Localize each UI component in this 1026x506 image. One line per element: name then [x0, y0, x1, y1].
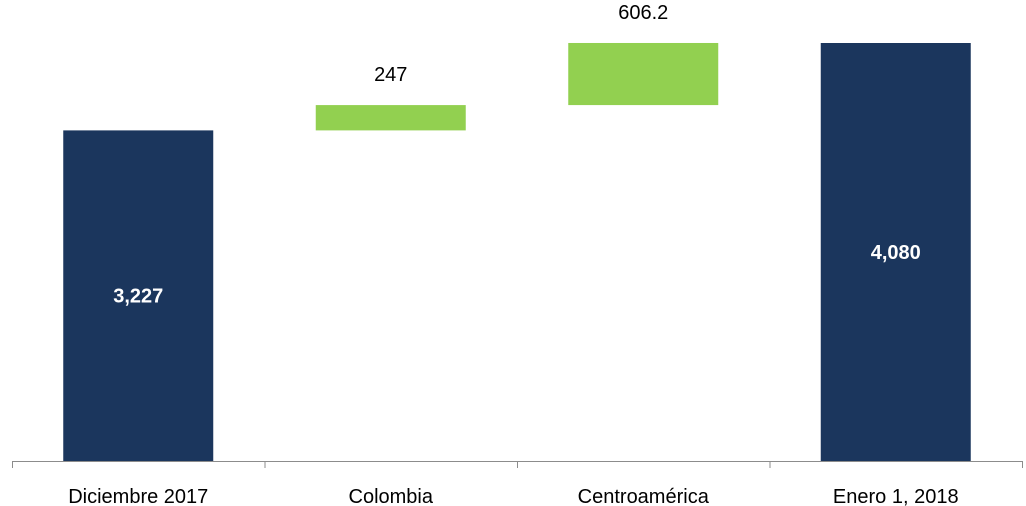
x-tick-label: Colombia — [349, 486, 434, 506]
x-tick-label: Diciembre 2017 — [68, 486, 208, 506]
bar-diciembre-2017 — [63, 130, 214, 461]
value-label: 606.2 — [618, 2, 668, 24]
value-label: 247 — [374, 64, 407, 86]
bar-colombia — [315, 105, 466, 131]
x-tick-label: Centroamérica — [578, 486, 710, 506]
value-label: 4,080 — [871, 242, 921, 264]
bar-centroam-rica — [568, 42, 719, 106]
bar-enero-1-2018 — [820, 43, 971, 461]
value-labels-layer: 3,227 247 606.2 4,080 — [113, 2, 921, 308]
value-label: 3,227 — [113, 286, 163, 308]
x-axis: Diciembre 2017 Colombia Centroamérica Enero… — [12, 461, 1023, 506]
x-tick-label: Enero 1, 2018 — [833, 486, 959, 506]
bars-layer — [63, 42, 971, 461]
